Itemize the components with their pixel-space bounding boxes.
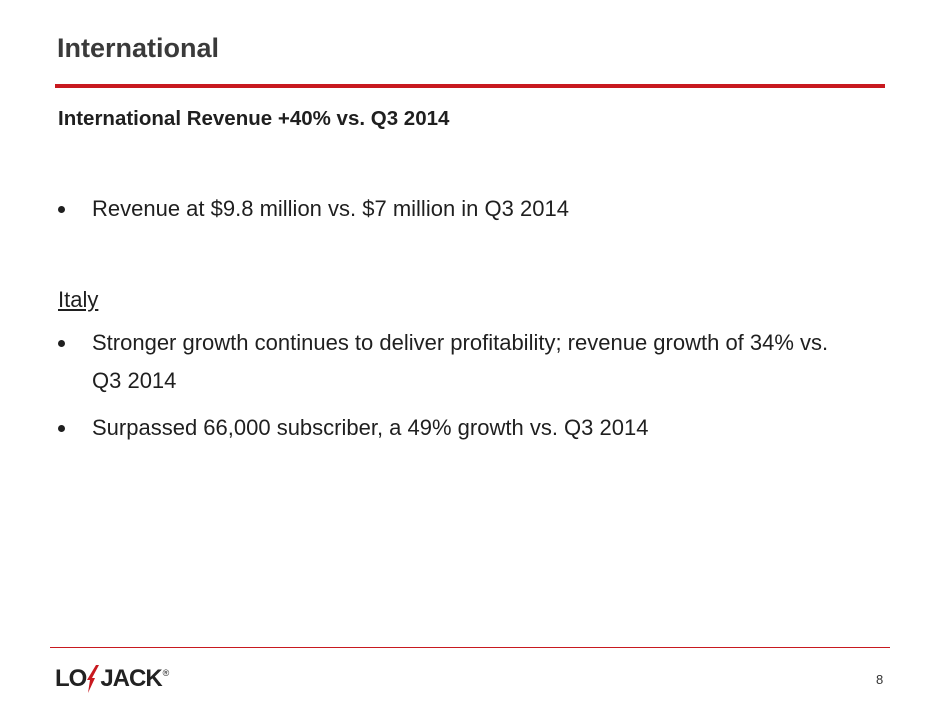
subtitle: International Revenue +40% vs. Q3 2014 <box>58 107 450 130</box>
page-number: 8 <box>876 672 884 687</box>
bullet: Revenue at $9.8 million vs. $7 million i… <box>58 190 852 228</box>
logo-mark: ® <box>162 668 170 678</box>
logo-slash <box>87 665 100 693</box>
bullet-text: Revenue at $9.8 million vs. $7 million i… <box>92 196 569 221</box>
logo-text: LO <box>55 665 87 692</box>
bullet-text: Surpassed 66,000 subscriber, a 49% growt… <box>92 415 649 440</box>
logo-text: JACK <box>100 665 162 692</box>
section-heading: Italy <box>58 287 99 312</box>
bullet-text: Stronger growth continues to deliver pro… <box>92 330 829 393</box>
bullet: Surpassed 66,000 subscriber, a 49% growt… <box>58 409 852 447</box>
title-rule <box>55 84 885 88</box>
slide-title: International <box>57 33 220 63</box>
bullet-dot <box>58 425 65 432</box>
bullet: Stronger growth continues to deliver pro… <box>58 324 852 400</box>
footer-rule <box>50 647 890 648</box>
logo: LO JACK ® <box>55 664 169 694</box>
bullet-dot <box>58 340 65 347</box>
bullet-dot <box>58 206 65 213</box>
